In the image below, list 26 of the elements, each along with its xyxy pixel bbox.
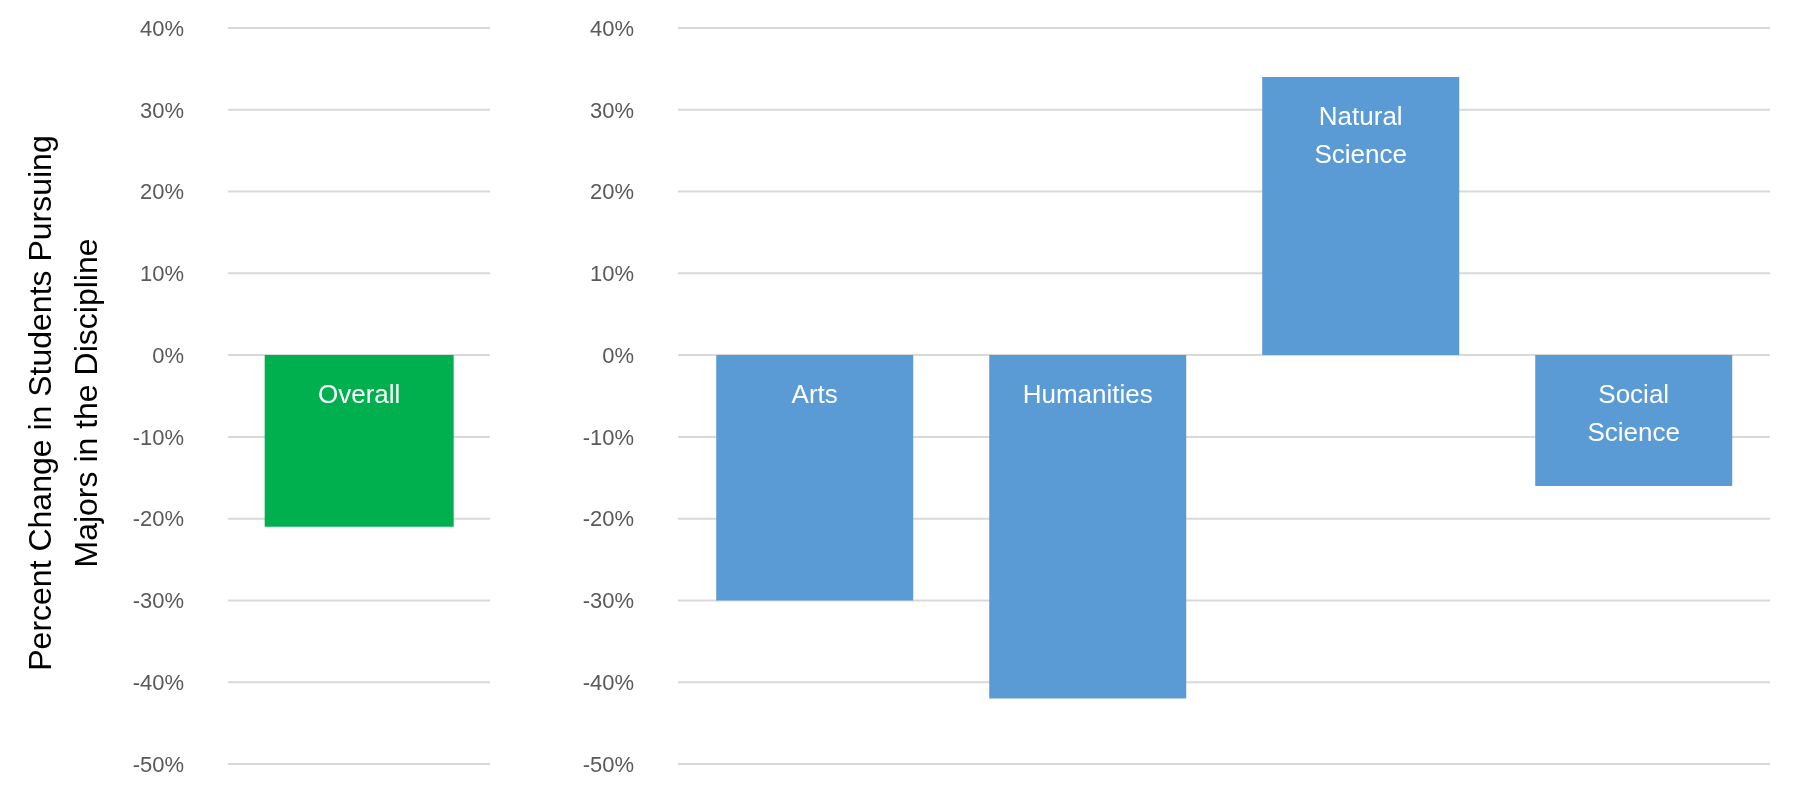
y-tick-label: -40% [132, 670, 184, 696]
y-tick-label: -20% [582, 506, 634, 532]
x-tick-label: Arts [791, 379, 838, 410]
x-tick-label: Natural Science [1314, 101, 1407, 170]
y-tick-label: -10% [582, 424, 634, 450]
y-tick-label: 0% [602, 342, 634, 368]
y-tick-label: 20% [139, 179, 184, 205]
y-tick-label: 10% [589, 261, 634, 287]
x-tick-label: Social Science [1587, 379, 1680, 448]
y-tick-label: -10% [132, 424, 184, 450]
y-tick-label: -30% [132, 588, 184, 614]
y-tick-label: 30% [589, 97, 634, 123]
y-axis-title: Percent Change in Students Pursuing Majors in the Discipline [21, 134, 105, 673]
y-tick-label: 10% [139, 261, 184, 287]
y-tick-label: -50% [132, 751, 184, 777]
y-tick-label: 20% [589, 179, 634, 205]
y-tick-label: 0% [152, 342, 184, 368]
y-tick-label: 40% [589, 15, 634, 41]
y-tick-label: -20% [132, 506, 184, 532]
x-tick-label: Overall [318, 379, 401, 410]
y-tick-label: 40% [139, 15, 184, 41]
y-tick-label: -30% [582, 588, 634, 614]
y-tick-label: -40% [582, 670, 634, 696]
y-tick-label: -50% [582, 751, 634, 777]
y-tick-label: 30% [139, 97, 184, 123]
x-tick-label: Humanities [1022, 379, 1153, 410]
